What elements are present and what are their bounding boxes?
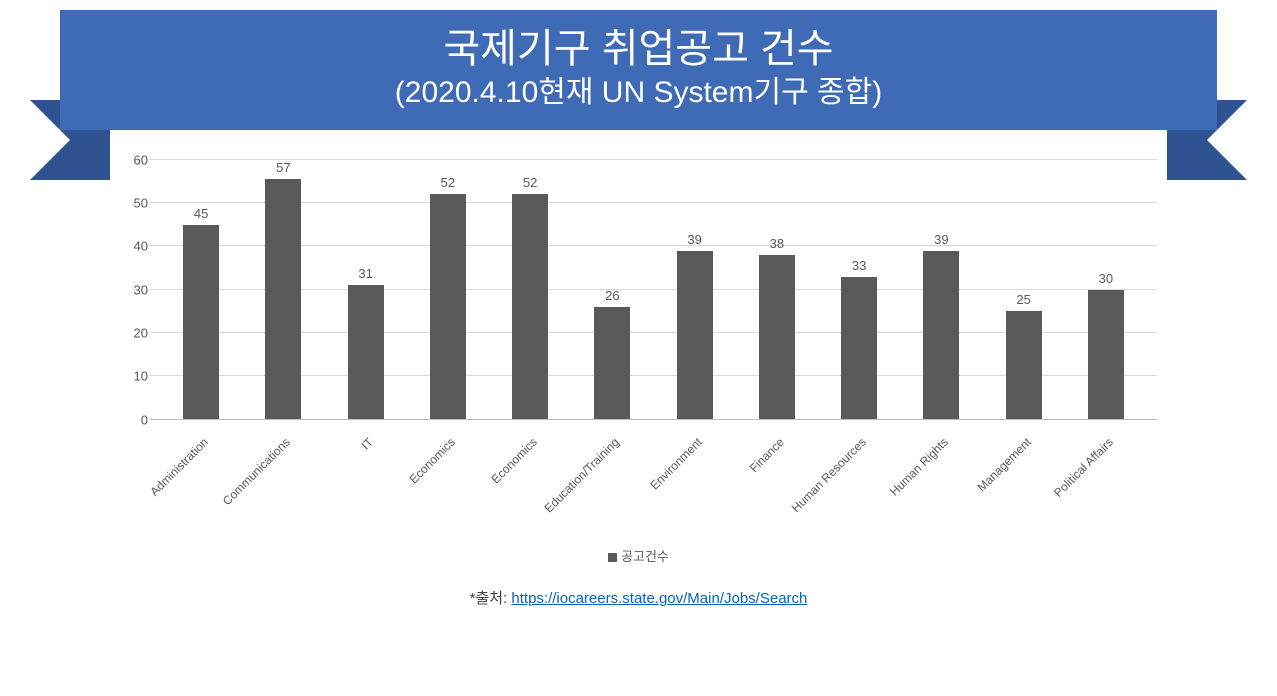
y-tick: 20 <box>120 325 148 340</box>
x-axis-labels: AdministrationCommunicationsITEconomicsE… <box>150 425 1157 525</box>
y-tick: 60 <box>120 152 148 167</box>
bar-value-label: 26 <box>605 288 619 303</box>
y-tick: 50 <box>120 195 148 210</box>
bar-slot: 33 <box>818 160 900 420</box>
x-label: IT <box>358 435 375 452</box>
x-label: Finance <box>747 435 787 475</box>
x-label-slot: Communications <box>242 425 324 525</box>
banner-title: 국제기구 취업공고 건수 <box>80 24 1197 74</box>
bar-slot: 52 <box>407 160 489 420</box>
chart-plot: 0102030405060 455731525226393833392530 <box>150 160 1157 420</box>
chart-legend: 공고건수 <box>0 546 1277 565</box>
bar-value-label: 52 <box>441 175 455 190</box>
bar-value-label: 31 <box>358 266 372 281</box>
bar-slot: 31 <box>325 160 407 420</box>
bar-slot: 30 <box>1065 160 1147 420</box>
bar <box>1088 290 1124 420</box>
bar <box>759 255 795 420</box>
y-axis: 0102030405060 <box>120 160 148 420</box>
y-tick: 30 <box>120 282 148 297</box>
x-label-slot: Education/Training <box>571 425 653 525</box>
bar <box>1006 311 1042 419</box>
bar-slot: 57 <box>242 160 324 420</box>
x-label-slot: Human Resources <box>818 425 900 525</box>
banner-body: 국제기구 취업공고 건수 (2020.4.10현재 UN System기구 종합… <box>60 10 1217 130</box>
x-label-slot: IT <box>325 425 407 525</box>
bar-value-label: 38 <box>770 236 784 251</box>
bar-slot: 39 <box>900 160 982 420</box>
bar-value-label: 52 <box>523 175 537 190</box>
banner-subtitle: (2020.4.10현재 UN System기구 종합) <box>80 74 1197 112</box>
bar-value-label: 39 <box>687 232 701 247</box>
bar-value-label: 57 <box>276 160 290 175</box>
x-label-slot: Administration <box>160 425 242 525</box>
x-label: Economics <box>406 435 457 486</box>
source-link[interactable]: https://iocareers.state.gov/Main/Jobs/Se… <box>511 590 807 607</box>
y-tick: 40 <box>120 239 148 254</box>
x-label-slot: Finance <box>736 425 818 525</box>
x-label: Economics <box>489 435 540 486</box>
source-prefix: *출처: <box>470 590 512 607</box>
source-line: *출처: https://iocareers.state.gov/Main/Jo… <box>0 587 1277 608</box>
x-baseline <box>150 419 1157 420</box>
x-label-slot: Political Affairs <box>1065 425 1147 525</box>
bar-slot: 38 <box>736 160 818 420</box>
bar <box>348 285 384 419</box>
legend-swatch <box>608 553 617 562</box>
x-label: Management <box>974 435 1033 494</box>
bar <box>265 179 301 420</box>
bar <box>923 251 959 420</box>
bar-slot: 39 <box>654 160 736 420</box>
y-tick: 10 <box>120 369 148 384</box>
x-label-slot: Environment <box>654 425 736 525</box>
x-label: Administration <box>147 435 211 499</box>
bar <box>183 225 219 420</box>
x-label-slot: Human Rights <box>900 425 982 525</box>
x-label-slot: Management <box>983 425 1065 525</box>
bar-value-label: 25 <box>1016 292 1030 307</box>
legend-label: 공고건수 <box>621 549 669 564</box>
x-label-slot: Economics <box>407 425 489 525</box>
bar <box>677 251 713 420</box>
bar <box>841 277 877 420</box>
bar-slot: 45 <box>160 160 242 420</box>
bar-value-label: 33 <box>852 258 866 273</box>
bar-value-label: 39 <box>934 232 948 247</box>
bars-container: 45 57 31 52 52 26 39 38 33 39 25 30 <box>150 160 1157 420</box>
bar-chart: 0102030405060 455731525226393833392530 A… <box>120 160 1157 540</box>
bar-value-label: 45 <box>194 206 208 221</box>
x-label-slot: Economics <box>489 425 571 525</box>
bar <box>594 307 630 420</box>
x-label: Environment <box>647 435 705 493</box>
bar-slot: 52 <box>489 160 571 420</box>
bar <box>512 194 548 419</box>
bar-slot: 26 <box>571 160 653 420</box>
y-tick: 0 <box>120 412 148 427</box>
bar <box>430 194 466 419</box>
title-banner: 국제기구 취업공고 건수 (2020.4.10현재 UN System기구 종합… <box>0 0 1277 130</box>
bar-value-label: 30 <box>1099 271 1113 286</box>
bar-slot: 25 <box>983 160 1065 420</box>
